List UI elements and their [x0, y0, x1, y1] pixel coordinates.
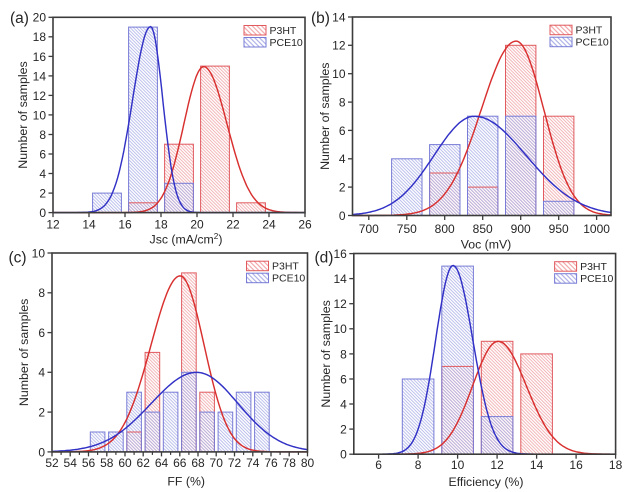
svg-text:4: 4 [39, 167, 46, 181]
svg-text:74: 74 [246, 456, 260, 470]
svg-text:Number of samples: Number of samples [319, 300, 333, 407]
svg-text:16: 16 [569, 458, 583, 472]
svg-text:54: 54 [64, 456, 78, 470]
svg-text:950: 950 [549, 222, 569, 236]
svg-text:10: 10 [332, 67, 346, 81]
svg-text:20: 20 [33, 11, 47, 25]
svg-text:58: 58 [100, 456, 114, 470]
svg-text:70: 70 [210, 456, 224, 470]
svg-text:8: 8 [39, 128, 46, 142]
svg-text:18: 18 [609, 458, 623, 472]
svg-text:Voc (mV): Voc (mV) [461, 238, 512, 252]
svg-text:4: 4 [339, 152, 346, 166]
svg-text:16: 16 [333, 247, 347, 261]
svg-text:1000: 1000 [583, 222, 610, 236]
svg-text:14: 14 [82, 218, 96, 232]
svg-text:78: 78 [283, 456, 297, 470]
svg-text:72: 72 [228, 456, 242, 470]
svg-text:12: 12 [46, 218, 60, 232]
svg-text:(c): (c) [9, 249, 27, 266]
svg-text:Number of samples: Number of samples [318, 62, 332, 169]
svg-text:700: 700 [359, 222, 379, 236]
svg-text:24: 24 [262, 218, 276, 232]
svg-text:PCE10: PCE10 [580, 273, 613, 285]
svg-text:P3HT: P3HT [576, 25, 603, 37]
svg-text:22: 22 [226, 218, 240, 232]
svg-text:16: 16 [33, 50, 47, 64]
svg-text:800: 800 [435, 222, 455, 236]
svg-text:Number of samples: Number of samples [16, 61, 30, 168]
svg-text:0: 0 [38, 445, 45, 459]
svg-text:52: 52 [45, 456, 59, 470]
svg-text:0: 0 [339, 209, 346, 223]
svg-text:2: 2 [38, 406, 45, 420]
svg-text:(b): (b) [311, 10, 330, 27]
svg-text:64: 64 [155, 456, 169, 470]
svg-text:Efficiency (%): Efficiency (%) [449, 475, 524, 489]
svg-text:P3HT: P3HT [270, 25, 297, 37]
svg-text:2: 2 [340, 423, 347, 437]
svg-text:850: 850 [473, 222, 493, 236]
svg-text:6: 6 [38, 326, 45, 340]
svg-text:PCE10: PCE10 [272, 273, 305, 285]
svg-text:10: 10 [333, 322, 347, 336]
svg-text:26: 26 [298, 218, 312, 232]
svg-text:18: 18 [33, 30, 47, 44]
svg-text:Number of samples: Number of samples [17, 299, 31, 406]
svg-text:6: 6 [375, 458, 382, 472]
svg-text:FF (%): FF (%) [167, 474, 205, 488]
svg-text:68: 68 [191, 456, 205, 470]
svg-text:4: 4 [340, 397, 347, 411]
svg-text:(a): (a) [10, 10, 29, 27]
svg-text:8: 8 [340, 347, 347, 361]
svg-text:0: 0 [340, 448, 347, 462]
svg-text:6: 6 [39, 147, 46, 161]
svg-text:14: 14 [333, 272, 347, 286]
svg-text:14: 14 [33, 69, 47, 83]
svg-text:10: 10 [32, 246, 46, 260]
svg-text:2: 2 [339, 181, 346, 195]
svg-text:PCE10: PCE10 [270, 37, 303, 49]
svg-text:66: 66 [173, 456, 187, 470]
svg-text:10: 10 [33, 108, 47, 122]
svg-text:Jsc (mA/cm2): Jsc (mA/cm2) [150, 232, 223, 247]
svg-text:2: 2 [39, 187, 46, 201]
svg-text:12: 12 [332, 39, 346, 53]
svg-text:16: 16 [118, 218, 132, 232]
svg-text:76: 76 [264, 456, 278, 470]
svg-text:62: 62 [137, 456, 151, 470]
svg-text:56: 56 [82, 456, 96, 470]
svg-text:750: 750 [397, 222, 417, 236]
svg-text:80: 80 [301, 456, 315, 470]
svg-text:6: 6 [339, 124, 346, 138]
svg-text:10: 10 [451, 458, 465, 472]
svg-text:20: 20 [190, 218, 204, 232]
svg-text:0: 0 [39, 206, 46, 220]
svg-text:14: 14 [530, 458, 544, 472]
svg-text:14: 14 [332, 10, 346, 24]
svg-text:12: 12 [33, 89, 47, 103]
svg-text:PCE10: PCE10 [576, 37, 609, 49]
svg-text:60: 60 [118, 456, 132, 470]
svg-text:8: 8 [339, 96, 346, 110]
svg-text:12: 12 [490, 458, 504, 472]
svg-text:8: 8 [415, 458, 422, 472]
svg-text:P3HT: P3HT [272, 261, 299, 273]
svg-text:12: 12 [333, 297, 347, 311]
svg-text:P3HT: P3HT [580, 261, 607, 273]
svg-text:900: 900 [511, 222, 531, 236]
svg-text:18: 18 [154, 218, 168, 232]
svg-text:6: 6 [340, 372, 347, 386]
svg-text:8: 8 [38, 286, 45, 300]
svg-text:(d): (d) [315, 249, 334, 266]
svg-text:4: 4 [38, 366, 45, 380]
